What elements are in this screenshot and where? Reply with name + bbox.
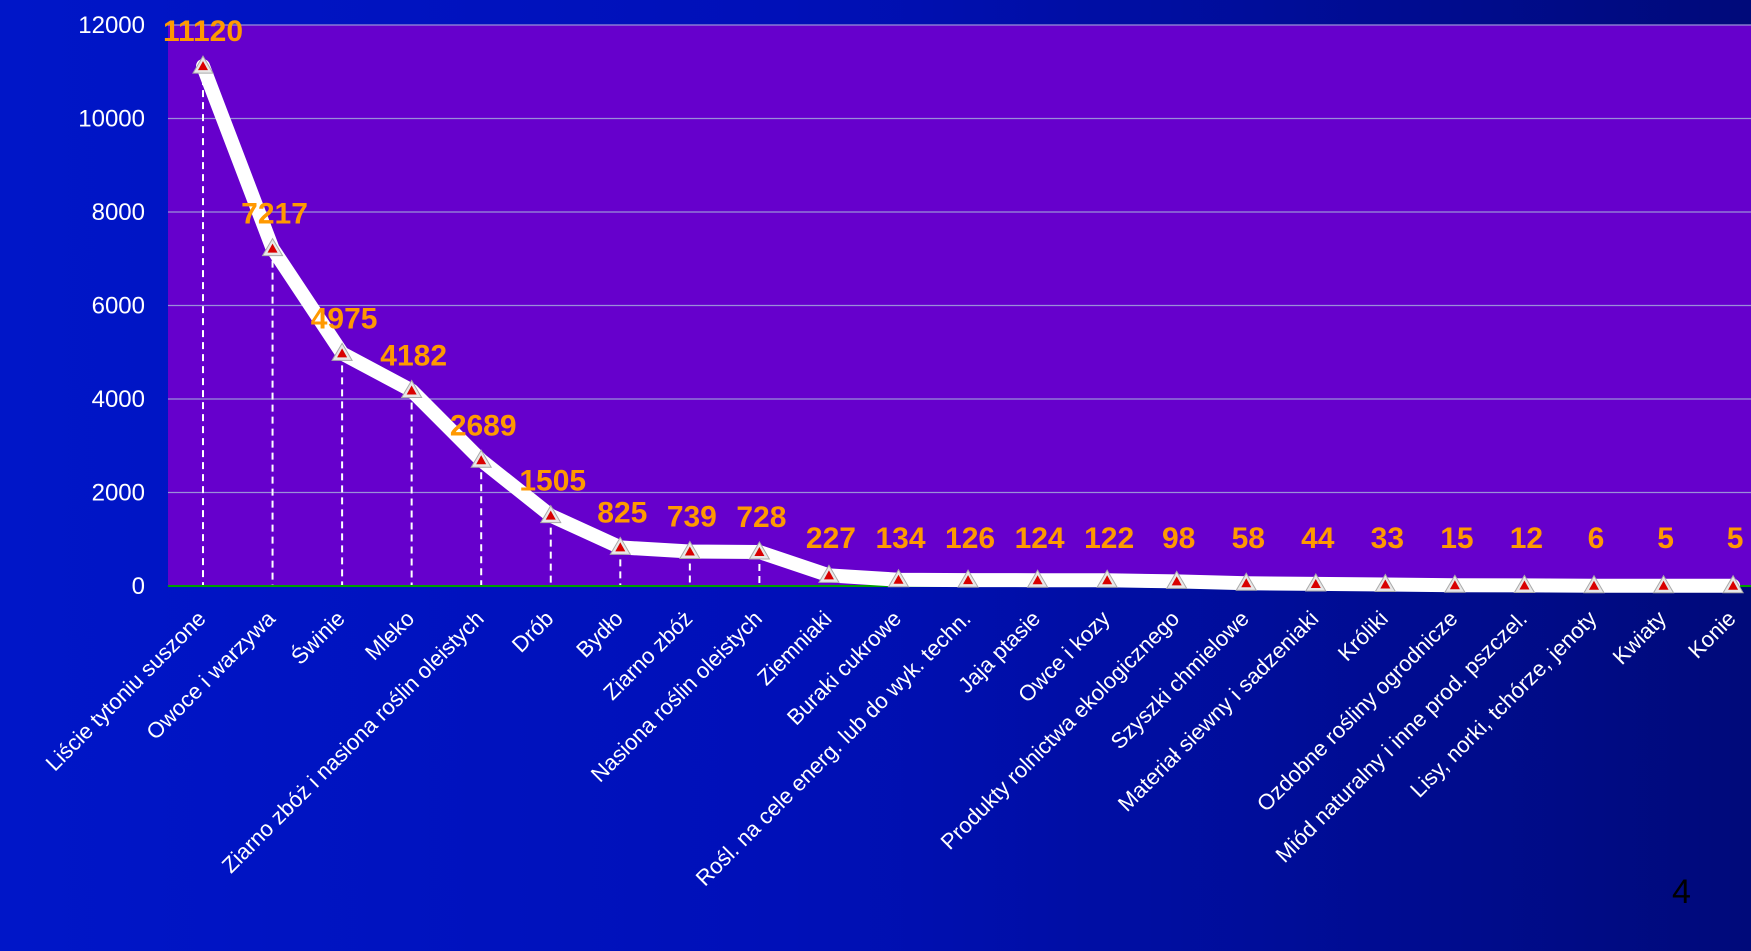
y-tick-label: 6000 <box>92 293 145 320</box>
data-point-marker <box>818 564 840 583</box>
data-point-marker <box>261 237 284 257</box>
x-tick-label: Świnie <box>286 606 350 670</box>
data-point-marker <box>1444 574 1466 593</box>
data-label: 98 <box>1162 522 1195 555</box>
x-tick-label: Ziarno zbóż i nasiona roślin oleistych <box>217 606 489 878</box>
data-label: 122 <box>1084 522 1134 555</box>
data-point-marker <box>1096 569 1119 588</box>
data-point-marker <box>1583 574 1605 594</box>
data-point-marker <box>1026 569 1049 588</box>
data-point-marker <box>192 55 214 74</box>
data-point-marker <box>400 379 423 398</box>
y-tick-label: 4000 <box>92 386 145 413</box>
data-label: 11120 <box>163 15 243 48</box>
data-markers <box>192 55 1744 594</box>
data-label: 5 <box>1657 522 1674 555</box>
data-point-marker <box>331 342 353 361</box>
data-point-marker <box>1722 574 1744 594</box>
data-point-marker <box>1374 573 1397 592</box>
data-label: 728 <box>736 501 786 534</box>
data-label: 7217 <box>241 198 308 231</box>
data-point-marker <box>1304 572 1327 592</box>
data-point-marker <box>748 540 771 560</box>
data-label: 12 <box>1510 522 1543 555</box>
x-tick-label: Konie <box>1683 606 1740 663</box>
x-tick-label: Króliki <box>1333 606 1393 666</box>
data-point-marker <box>470 449 493 468</box>
x-tick-label: Kwiaty <box>1608 606 1671 669</box>
data-point-marker <box>887 568 910 588</box>
data-label: 1505 <box>519 465 586 498</box>
data-point-marker <box>1165 570 1188 589</box>
y-tick-label: 8000 <box>92 199 145 226</box>
data-label: 2689 <box>450 409 517 442</box>
data-label: 126 <box>945 522 995 555</box>
data-point-marker <box>609 536 632 555</box>
data-label: 58 <box>1232 522 1265 555</box>
data-label: 4975 <box>311 302 378 335</box>
data-label: 739 <box>667 500 717 533</box>
gridlines <box>168 24 1751 494</box>
x-tick-label: Mleko <box>360 606 419 665</box>
data-label: 124 <box>1015 522 1065 555</box>
x-tick-label: Drób <box>507 606 558 657</box>
y-tick-label: 10000 <box>78 106 145 133</box>
x-tick-label: Owoce i warzywa <box>141 605 280 744</box>
data-label: 33 <box>1371 522 1404 555</box>
data-label: 15 <box>1440 522 1473 555</box>
data-label: 5 <box>1727 522 1744 555</box>
y-axis-ticks: 0 2000 4000 6000 8000 10000 12000 <box>78 12 145 600</box>
y-tick-label: 2000 <box>92 480 145 507</box>
data-label: 227 <box>806 522 856 555</box>
x-tick-label: Miód naturalny i inne prod. pszczel. <box>1270 606 1532 868</box>
data-label: 6 <box>1588 522 1605 555</box>
data-point-marker <box>678 540 701 559</box>
data-label: 44 <box>1301 522 1335 555</box>
x-tick-label: Bydło <box>571 606 628 663</box>
data-point-marker <box>957 569 979 588</box>
data-point-marker <box>1235 572 1258 591</box>
data-label: 134 <box>875 522 925 555</box>
y-tick-label: 0 <box>132 573 145 600</box>
data-point-marker <box>539 504 562 524</box>
y-tick-label: 12000 <box>78 12 145 39</box>
data-label: 4182 <box>380 339 447 372</box>
data-point-marker <box>1513 574 1536 593</box>
data-label: 825 <box>597 496 647 529</box>
data-point-marker <box>1652 574 1675 594</box>
page-number: 4 <box>1672 873 1691 911</box>
